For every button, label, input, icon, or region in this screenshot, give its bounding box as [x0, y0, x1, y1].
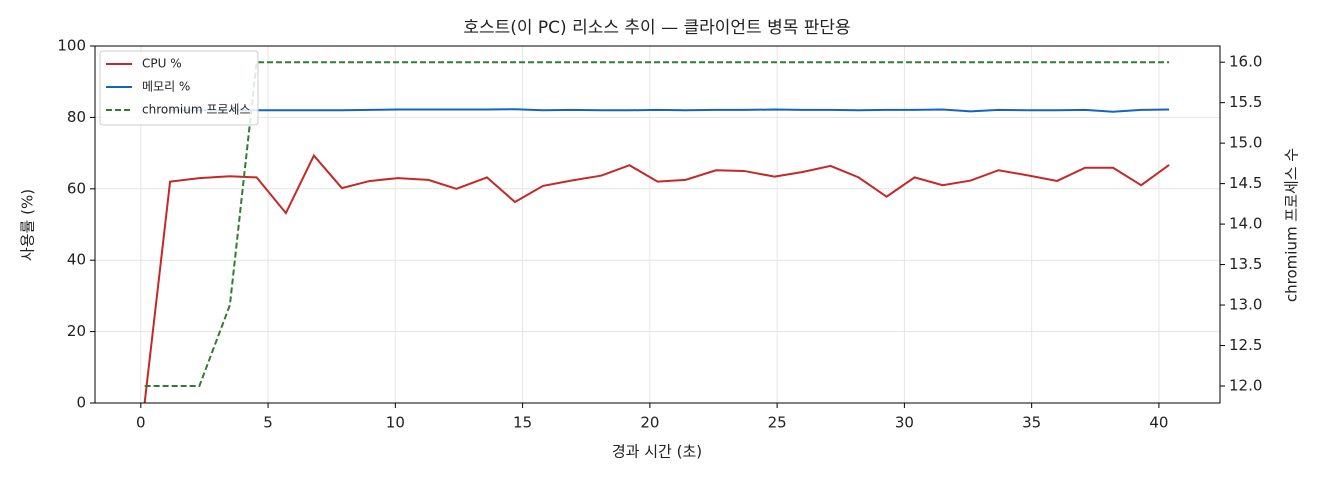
y-axis-label: 사용률 (%): [19, 189, 37, 261]
x-tick-label: 35: [1022, 414, 1041, 432]
series-line: [170, 108, 1170, 113]
y2-tick-label: 15.5: [1229, 93, 1262, 111]
x-tick-label: 25: [768, 414, 787, 432]
x-axis-label: 경과 시간 (초): [612, 443, 702, 461]
legend-label: CPU %: [142, 57, 182, 71]
plot-frame: [94, 45, 1221, 404]
x-tick-label: 0: [136, 414, 146, 432]
y-tick-label: 20: [67, 322, 86, 340]
x-tick-label: 30: [895, 414, 914, 432]
grid: [95, 45, 1220, 404]
y2-axis-label: chromium 프로세스 수: [1283, 148, 1301, 302]
series-line: [144, 61, 1170, 387]
y2-tick-label: 13.5: [1229, 255, 1262, 273]
chart-title: 호스트(이 PC) 리소스 추이 — 클라이언트 병목 판단용: [463, 18, 850, 38]
series-line: [143, 153, 1170, 404]
y-tick-label: 80: [67, 108, 86, 126]
y2-tick-label: 12.5: [1229, 336, 1262, 354]
legend-label: chromium 프로세스: [142, 103, 251, 117]
y2-tick-label: 12.0: [1229, 377, 1262, 395]
legend: CPU % 메모리 % chromium 프로세스: [99, 50, 259, 126]
y-tick-label: 100: [57, 37, 86, 55]
legend-box: [99, 50, 259, 126]
y-tick-label: 0: [76, 394, 86, 412]
y2-tick-label: 15.0: [1229, 134, 1262, 152]
x-tick-label: 40: [1149, 414, 1168, 432]
x-tick-label: 15: [513, 414, 532, 432]
x-tick-label: 5: [263, 414, 273, 432]
y2-tick-label: 14.0: [1229, 215, 1262, 233]
x-tick-label: 10: [386, 414, 405, 432]
y2-tick-label: 14.5: [1229, 174, 1262, 192]
legend-label: 메모리 %: [142, 80, 190, 94]
y2-tick-label: 16.0: [1229, 53, 1262, 71]
x-tick-label: 20: [640, 414, 659, 432]
y-tick-label: 60: [67, 179, 86, 197]
y-tick-label: 40: [67, 251, 86, 269]
y2-tick-label: 13.0: [1229, 296, 1262, 314]
